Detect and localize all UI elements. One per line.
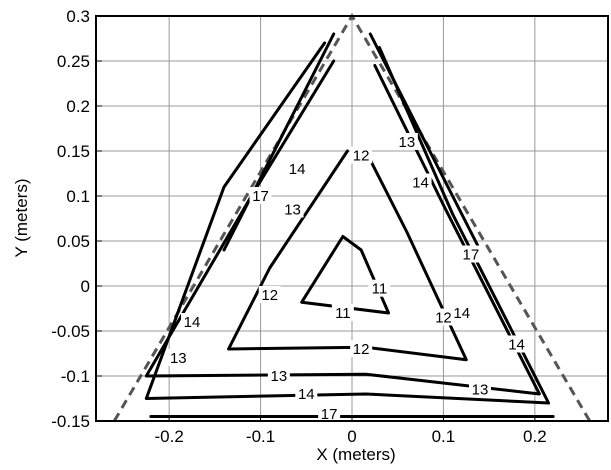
contour-label-9: 13 — [271, 368, 288, 385]
contour-label-4: 12 — [435, 310, 452, 327]
y-tick-label-6: 0.15 — [57, 142, 90, 161]
y-tick-label-9: 0.3 — [66, 7, 90, 26]
contour-label-bg-19 — [318, 404, 341, 422]
contour-label-8: 13 — [170, 350, 187, 367]
y-tick-label-8: 0.25 — [57, 52, 90, 71]
contour-label-15: 14 — [298, 386, 315, 403]
contour-label-11: 14 — [289, 161, 306, 178]
contour-label-bg-9 — [267, 367, 290, 384]
contour-label-bg-6 — [395, 133, 418, 150]
y-tick-label-0: -0.15 — [51, 412, 90, 431]
contour-label-bg-1 — [331, 304, 354, 321]
contour-label-17: 17 — [252, 188, 269, 205]
contour-label-bg-4 — [432, 308, 455, 326]
x-ticks: -0.2 -0.1 0 0.1 0.2 — [154, 415, 547, 446]
contour-label-bg-18 — [459, 245, 482, 263]
contour-label-bg-7 — [281, 200, 304, 218]
contour-label-bg-12 — [409, 173, 432, 191]
y-tick-label-2: -0.05 — [51, 322, 90, 341]
contour-label-bg-13 — [181, 313, 203, 330]
contour-label-18: 17 — [463, 247, 480, 264]
contour-label-bg-0 — [368, 279, 391, 297]
x-tick-label-1: -0.1 — [246, 427, 275, 446]
contour-label-bg-10 — [469, 380, 491, 398]
contour-line-14-3 — [144, 41, 551, 405]
x-tick-label-0: -0.2 — [154, 427, 183, 446]
contour-label-12: 14 — [412, 175, 429, 192]
contour-label-bg-16 — [505, 335, 528, 353]
x-tick-label-2: 0 — [347, 427, 356, 446]
contour-label-13: 14 — [184, 314, 201, 331]
contour-label-10: 13 — [472, 382, 489, 399]
y-ticks: -0.15 -0.1 -0.05 0 0.05 0.1 0.15 0.2 0.25 0.3 — [51, 7, 102, 431]
contour-label-2: 12 — [353, 148, 370, 165]
contour-label-bg-15 — [295, 385, 318, 402]
contour-line-17-5 — [368, 32, 482, 252]
contour-line-11-0 — [300, 235, 391, 315]
y-tick-label-4: 0.05 — [57, 232, 90, 251]
contour-label-5: 12 — [353, 341, 370, 358]
contour-label-6: 13 — [399, 134, 416, 151]
y-tick-label-7: 0.2 — [66, 97, 90, 116]
contour-label-19: 17 — [321, 406, 338, 423]
x-tick-label-4: 0.2 — [523, 427, 547, 446]
contour-label-bg-2 — [350, 146, 373, 164]
contour-label-1: 11 — [335, 305, 351, 322]
contour-labels: 11 11 12 12 12 12 13 13 13 13 13 14 14 14 14 14 14 17 17 17 — [167, 133, 528, 423]
contour-label-bg-8 — [167, 349, 190, 366]
y-tick-label-1: -0.1 — [61, 367, 90, 386]
contour-label-16: 14 — [508, 337, 525, 354]
x-axis-label: X (meters) — [316, 445, 395, 464]
contour-line-17-4 — [222, 32, 336, 252]
contour-label-0: 11 — [372, 281, 388, 298]
x-tick-label-3: 0.1 — [432, 427, 456, 446]
y-tick-label-3: 0 — [81, 277, 90, 296]
y-tick-label-5: 0.1 — [66, 187, 90, 206]
contour-label-bg-3 — [258, 286, 281, 303]
contour-label-7: 13 — [284, 202, 301, 219]
contour-label-bg-5 — [350, 340, 373, 357]
contour-label-bg-17 — [249, 187, 272, 204]
contour-label-bg-11 — [286, 160, 309, 177]
y-axis-label: Y (meters) — [12, 178, 31, 257]
contour-label-bg-14 — [450, 304, 473, 321]
contour-label-3: 12 — [261, 287, 278, 304]
contour-label-14: 14 — [453, 305, 470, 322]
